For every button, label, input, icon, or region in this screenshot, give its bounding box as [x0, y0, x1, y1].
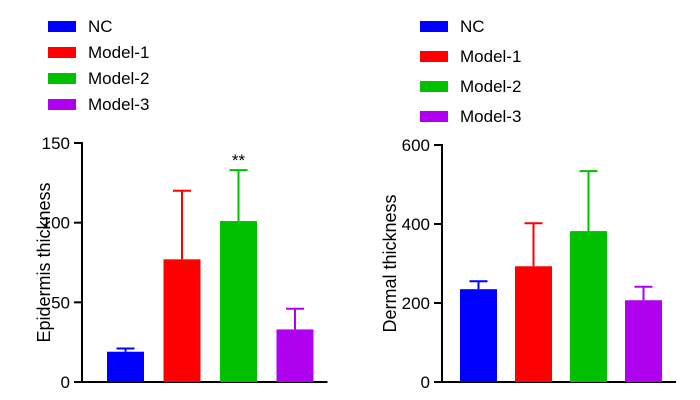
y-tick-label: 150	[42, 134, 70, 153]
legend-swatch	[420, 111, 448, 122]
bar-nc	[107, 351, 144, 382]
legend-swatch	[48, 47, 76, 58]
bar-model-2	[570, 231, 607, 382]
legend-swatch	[420, 51, 448, 62]
legend-label: Model-1	[460, 47, 521, 66]
chart-panel-1: NC Model-1 Model-2 Model-3 0 50 100 150 Epidermi…	[34, 17, 328, 392]
bar-model-3	[276, 329, 314, 382]
bar-model-2	[220, 221, 257, 382]
legend-swatch	[48, 21, 76, 32]
bar-model-1	[163, 259, 201, 382]
y-axis-label: Epidermis thickness	[34, 182, 54, 342]
y-tick-label: 50	[51, 293, 70, 312]
bar-nc	[460, 289, 497, 382]
y-axis-label: Dermal thickness	[380, 194, 400, 332]
legend-label: NC	[460, 17, 485, 36]
legend-label: Model-1	[88, 43, 149, 62]
y-tick-label: 0	[421, 373, 430, 392]
bar-model-3	[625, 300, 662, 382]
legend-label: Model-3	[460, 107, 521, 126]
legend-swatch	[48, 99, 76, 110]
legend-swatch	[420, 81, 448, 92]
legend-label: Model-2	[88, 69, 149, 88]
y-tick-label: 200	[402, 294, 430, 313]
legend-label: Model-2	[460, 77, 521, 96]
bar-model-1	[515, 266, 552, 382]
legend-label: Model-3	[88, 95, 149, 114]
y-tick-label: 600	[402, 136, 430, 155]
legend-swatch	[420, 21, 448, 32]
significance-annotation: **	[232, 151, 246, 170]
y-tick-label: 400	[402, 215, 430, 234]
legend-swatch	[48, 73, 76, 84]
y-tick-label: 0	[61, 373, 70, 392]
y-tick-label: 100	[42, 214, 70, 233]
legend-label: NC	[88, 17, 113, 36]
chart-panel-2: NC Model-1 Model-2 Model-3 0 200 400 600 Dermal …	[380, 17, 676, 392]
